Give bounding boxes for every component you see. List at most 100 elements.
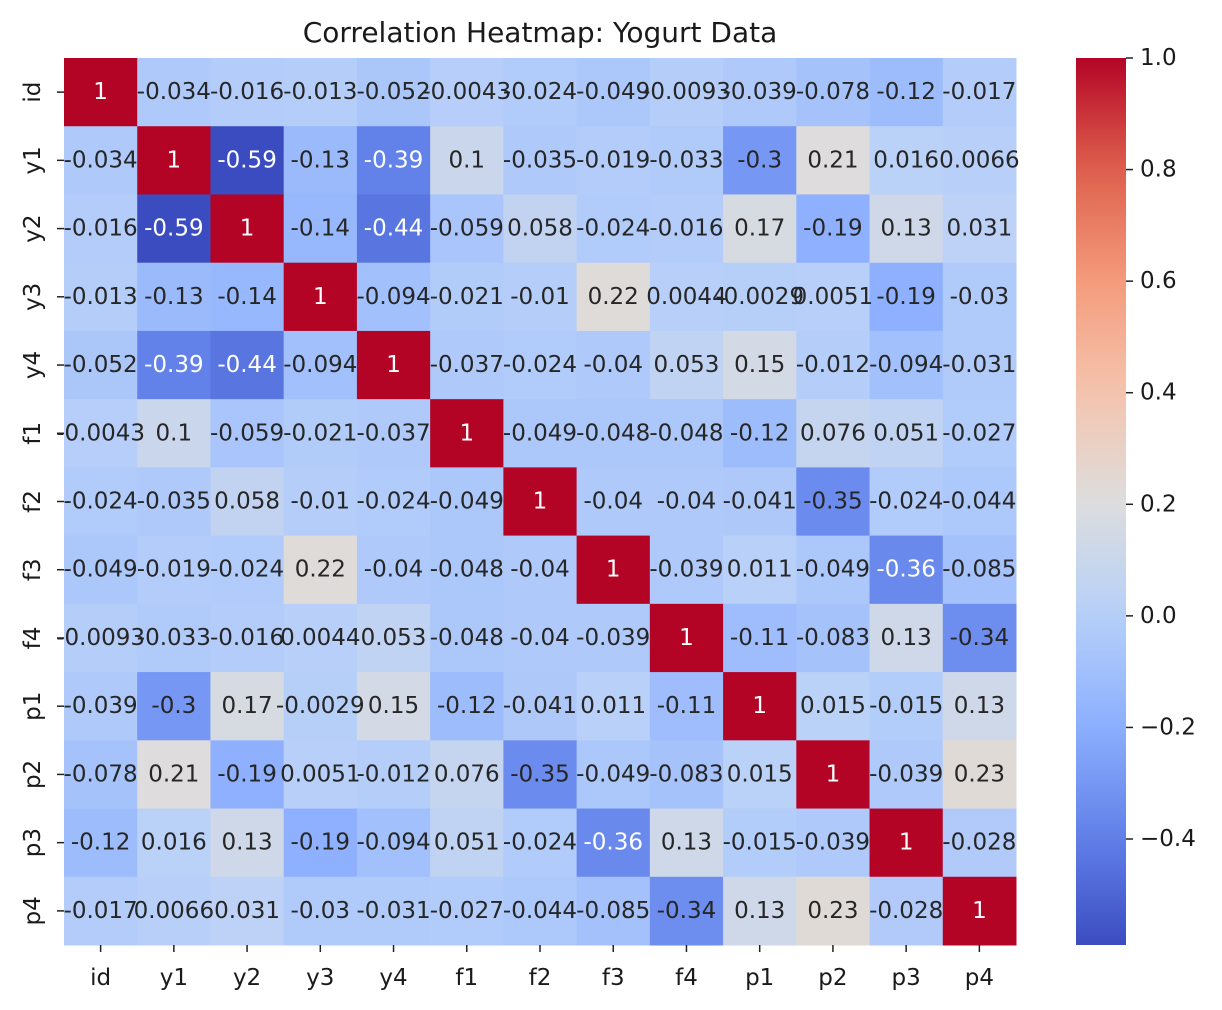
- cell-value-label: 0.0051: [793, 284, 873, 310]
- colorbar-tick-label: −0.4: [1140, 826, 1196, 852]
- cell-value-label: -0.031: [942, 352, 1016, 378]
- heatmap-cell: [64, 467, 138, 537]
- cell-value-label: -0.44: [217, 352, 277, 378]
- cell-value-label: -0.19: [217, 761, 277, 787]
- heatmap-cell: [723, 808, 797, 878]
- cell-value-label: -0.39: [364, 147, 424, 173]
- heatmap-cell: [137, 535, 211, 605]
- heatmap-cell: [796, 467, 871, 537]
- cell-value-label: -0.3: [737, 147, 782, 173]
- cell-value-label: 0.051: [873, 420, 939, 446]
- cell-value-label: 0.13: [661, 830, 712, 856]
- cell-value-label: -0.0093: [642, 79, 731, 105]
- heatmap-cell: [137, 262, 211, 332]
- heatmap-cell: [210, 399, 285, 468]
- heatmap-cell: [723, 535, 797, 605]
- cell-value-label: -0.024: [64, 489, 138, 515]
- heatmap-cell: [576, 399, 651, 468]
- heatmap-cell: [356, 535, 431, 605]
- heatmap-cell: [64, 603, 138, 673]
- heatmap-cell: [942, 330, 1017, 400]
- heatmap-cell: [356, 603, 431, 673]
- cell-value-label: -0.0043: [422, 79, 511, 105]
- cell-value-label: 0.17: [221, 693, 272, 719]
- heatmap-cell: [430, 740, 504, 810]
- heatmap-cell: [356, 740, 431, 810]
- heatmap-cell: [283, 262, 358, 332]
- cell-value-label: -0.14: [217, 284, 277, 310]
- x-tick-label: y4: [379, 965, 407, 991]
- heatmap-cell: [356, 126, 431, 195]
- heatmap-cell: [723, 399, 797, 468]
- heatmap-cell: [430, 194, 504, 264]
- heatmap-cell: [283, 740, 358, 810]
- x-tick-label: p3: [892, 965, 921, 991]
- cell-value-label: 0.0051: [280, 761, 360, 787]
- heatmap-cell: [210, 876, 285, 946]
- cell-value-label: 0.23: [954, 761, 1005, 787]
- cell-value-label: -0.36: [876, 557, 936, 583]
- cell-value-label: 0.15: [368, 693, 419, 719]
- heatmap-cell: [210, 262, 285, 332]
- cell-value-label: -0.028: [942, 830, 1016, 856]
- cell-value-label: -0.012: [356, 761, 430, 787]
- y-tick-label: p3: [20, 828, 46, 857]
- cell-value-label: -0.044: [942, 489, 1016, 515]
- cell-value-label: -0.083: [796, 625, 870, 651]
- cell-value-label: 0.015: [727, 761, 793, 787]
- heatmap-cell: [869, 535, 944, 605]
- cell-value-label: -0.0029: [715, 284, 804, 310]
- y-tick-label: f2: [20, 490, 46, 513]
- x-tick-label: f3: [602, 965, 625, 991]
- colorbar-tick-label: 0.0: [1140, 603, 1177, 629]
- heatmap-cell: [283, 672, 358, 741]
- cell-value-label: 1: [752, 693, 767, 719]
- y-tick-label: f1: [20, 422, 46, 445]
- heatmap-cell: [356, 672, 431, 741]
- cell-value-label: -0.027: [942, 420, 1016, 446]
- heatmap-cell: [576, 535, 651, 605]
- cell-value-label: 1: [93, 79, 108, 105]
- heatmap-cell: [942, 740, 1017, 810]
- cell-value-label: 0.076: [434, 761, 500, 787]
- heatmap-cell: [430, 467, 504, 537]
- heatmap-cell: [283, 194, 358, 264]
- cell-value-label: -0.04: [583, 489, 643, 515]
- heatmap-cell: [137, 672, 211, 741]
- heatmap-cell: [137, 194, 211, 264]
- cell-value-label: 1: [313, 284, 328, 310]
- heatmap-cell: [869, 58, 944, 127]
- cell-value-label: -0.11: [657, 693, 717, 719]
- x-tick-label: p2: [818, 965, 847, 991]
- heatmap-cell: [503, 126, 578, 195]
- heatmap-cell: [723, 262, 797, 332]
- cell-value-label: -0.094: [356, 830, 430, 856]
- cell-value-label: -0.12: [730, 420, 790, 446]
- y-tick-label: f3: [20, 558, 46, 581]
- cell-value-label: -0.016: [64, 216, 138, 242]
- heatmap-cell: [576, 194, 651, 264]
- cell-value-label: -0.048: [430, 557, 504, 583]
- colorbar-gradient: [1076, 58, 1126, 945]
- x-tick-label: p4: [965, 965, 994, 991]
- cell-value-label: -0.59: [217, 147, 277, 173]
- cell-value-label: 0.031: [946, 216, 1012, 242]
- heatmap-cell: [869, 603, 944, 673]
- heatmap-cell: [503, 399, 578, 468]
- cell-value-label: -0.0029: [276, 693, 365, 719]
- heatmap-cell: [283, 399, 358, 468]
- heatmap-cell: [64, 876, 138, 946]
- heatmap-cell: [137, 603, 211, 673]
- cell-value-label: -0.033: [649, 147, 723, 173]
- heatmap-cell: [64, 330, 138, 400]
- cell-value-label: -0.052: [64, 352, 138, 378]
- cell-value-label: 0.13: [221, 830, 272, 856]
- cell-value-label: -0.085: [576, 898, 650, 924]
- y-tick-label: y1: [20, 146, 46, 174]
- cell-value-label: -0.04: [657, 489, 717, 515]
- cell-value-label: -0.12: [71, 830, 131, 856]
- cell-value-label: 0.011: [727, 557, 793, 583]
- cell-value-label: -0.016: [210, 625, 284, 651]
- heatmap-cell: [723, 876, 797, 946]
- heatmap-cell: [137, 58, 211, 127]
